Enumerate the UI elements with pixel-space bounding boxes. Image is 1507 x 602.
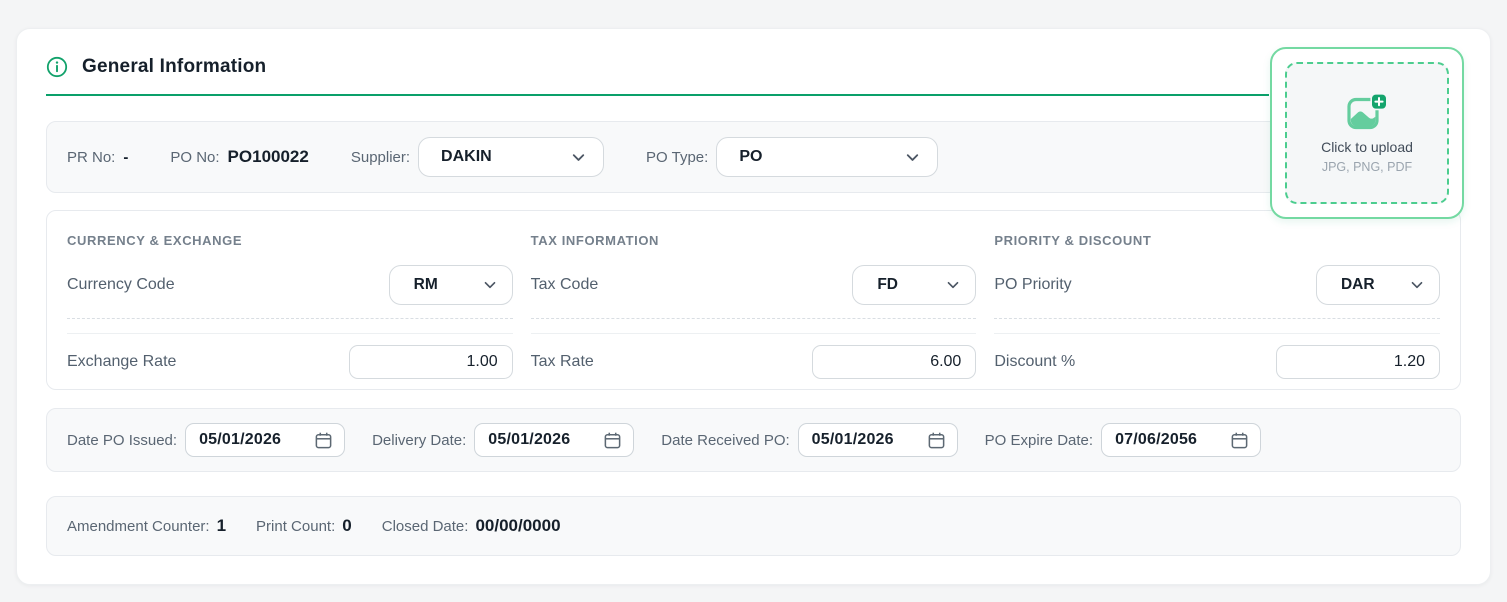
calendar-icon — [314, 431, 333, 450]
closed-date-value: 00/00/0000 — [475, 516, 561, 535]
date-received-po-value: 05/01/2026 — [811, 431, 894, 448]
identity-row: PR No: - PO No: PO100022 Supplier: DAKIN — [46, 121, 1461, 193]
dashed-divider — [994, 318, 1440, 319]
tax-code-select-value: FD — [877, 276, 898, 293]
po-type-label: PO Type: — [646, 148, 709, 166]
header-divider — [46, 94, 1269, 96]
po-no-value: PO100022 — [227, 147, 309, 166]
exchange-rate-input[interactable]: 1.00 — [348, 345, 513, 379]
general-information-card: General Information Click to upload JPG,… — [16, 28, 1491, 585]
amendment-counter-value: 1 — [216, 516, 227, 535]
po-priority-select-value: DAR — [1340, 276, 1375, 293]
calendar-icon — [603, 431, 622, 450]
po-expire-date-label: PO Expire Date: — [984, 431, 1094, 449]
dashed-divider — [530, 318, 977, 319]
po-expire-date-input[interactable]: 07/06/2056 — [1101, 423, 1262, 457]
upload-formats: JPG, PNG, PDF — [1321, 159, 1413, 174]
print-count-label: Print Count: — [256, 518, 336, 535]
po-type-select-value: PO — [739, 148, 763, 165]
discount-row: Discount % 1.20 — [994, 345, 1440, 379]
po-no-field: PO No: PO100022 — [170, 147, 308, 167]
tax-information-heading: TAX INFORMATION — [530, 233, 660, 248]
sections-panel: CURRENCY & EXCHANGE Currency Code RM Exc… — [46, 210, 1461, 390]
priority-discount-section: PRIORITY & DISCOUNT PO Priority DAR Disc… — [994, 233, 1440, 379]
currency-code-select-value: RM — [413, 276, 438, 293]
currency-exchange-heading: CURRENCY & EXCHANGE — [67, 233, 243, 248]
tax-code-row: Tax Code FD — [531, 265, 977, 305]
currency-code-row: Currency Code RM — [67, 265, 513, 305]
priority-discount-heading: PRIORITY & DISCOUNT — [994, 233, 1152, 248]
closed-date-label: Closed Date: — [381, 518, 469, 535]
date-po-issued-label: Date PO Issued: — [67, 431, 178, 449]
page-title: General Information — [82, 56, 267, 77]
po-priority-select[interactable]: DAR — [1315, 265, 1440, 305]
po-priority-row: PO Priority DAR — [994, 265, 1440, 305]
calendar-icon — [927, 431, 946, 450]
supplier-select[interactable]: DAKIN — [418, 137, 605, 177]
currency-code-select[interactable]: RM — [388, 265, 513, 305]
amendment-counter-label: Amendment Counter: — [67, 518, 210, 535]
upload-dropzone-inner: Click to upload JPG, PNG, PDF — [1285, 62, 1449, 204]
pr-no-label: PR No: — [67, 148, 116, 166]
po-expire-date-field: PO Expire Date: 07/06/2056 — [984, 423, 1262, 457]
supplier-label: Supplier: — [350, 148, 411, 166]
print-count-field: Print Count: 0 — [256, 516, 352, 536]
date-received-po-field: Date Received PO: 05/01/2026 — [661, 423, 958, 457]
currency-exchange-section: CURRENCY & EXCHANGE Currency Code RM Exc… — [67, 233, 513, 379]
po-type-select[interactable]: PO — [716, 137, 939, 177]
upload-image-icon — [1346, 92, 1388, 130]
calendar-icon — [1230, 431, 1249, 450]
po-no-label: PO No: — [170, 148, 220, 166]
discount-label: Discount % — [994, 353, 1076, 370]
chevron-down-icon — [570, 149, 587, 166]
delivery-date-value: 05/01/2026 — [488, 431, 571, 448]
supplier-select-value: DAKIN — [441, 148, 492, 165]
tax-information-section: TAX INFORMATION Tax Code FD Tax Rate 6.0… — [530, 233, 977, 379]
date-received-po-label: Date Received PO: — [661, 431, 790, 449]
delivery-date-field: Delivery Date: 05/01/2026 — [372, 423, 635, 457]
tax-rate-label: Tax Rate — [530, 353, 594, 370]
currency-code-label: Currency Code — [67, 276, 175, 293]
discount-input[interactable]: 1.20 — [1275, 345, 1440, 379]
date-po-issued-field: Date PO Issued: 05/01/2026 — [67, 423, 346, 457]
supplier-field: Supplier: DAKIN — [350, 137, 605, 177]
solid-divider — [67, 333, 513, 334]
print-count-value: 0 — [342, 516, 352, 535]
po-type-field: PO Type: PO — [646, 137, 939, 177]
tax-rate-input[interactable]: 6.00 — [812, 345, 977, 379]
footer-row: Amendment Counter: 1 Print Count: 0 Clos… — [46, 496, 1461, 556]
pr-no-value: - — [123, 148, 129, 166]
chevron-down-icon — [1409, 277, 1425, 293]
chevron-down-icon — [482, 277, 498, 293]
po-priority-label: PO Priority — [994, 276, 1072, 293]
exchange-rate-row: Exchange Rate 1.00 — [67, 345, 513, 379]
exchange-rate-label: Exchange Rate — [67, 353, 177, 370]
amendment-counter-field: Amendment Counter: 1 — [67, 516, 226, 536]
chevron-down-icon — [904, 149, 921, 166]
info-icon — [46, 56, 68, 78]
tax-code-select[interactable]: FD — [852, 265, 977, 305]
tax-code-label: Tax Code — [530, 276, 599, 293]
card-header: General Information — [46, 29, 1461, 78]
dashed-divider — [67, 318, 513, 319]
tax-rate-row: Tax Rate 6.00 — [531, 345, 977, 379]
delivery-date-input[interactable]: 05/01/2026 — [474, 423, 635, 457]
delivery-date-label: Delivery Date: — [372, 431, 467, 449]
solid-divider — [530, 333, 977, 334]
upload-label: Click to upload — [1321, 138, 1413, 155]
po-expire-date-value: 07/06/2056 — [1115, 431, 1198, 448]
closed-date-field: Closed Date: 00/00/0000 — [382, 516, 561, 536]
date-received-po-input[interactable]: 05/01/2026 — [797, 423, 958, 457]
pr-no-field: PR No: - — [67, 149, 128, 166]
solid-divider — [994, 333, 1440, 334]
dates-row: Date PO Issued: 05/01/2026 Delivery Date… — [46, 408, 1461, 472]
chevron-down-icon — [945, 277, 961, 293]
upload-dropzone[interactable]: Click to upload JPG, PNG, PDF — [1270, 47, 1464, 219]
date-po-issued-value: 05/01/2026 — [199, 431, 282, 448]
date-po-issued-input[interactable]: 05/01/2026 — [185, 423, 346, 457]
